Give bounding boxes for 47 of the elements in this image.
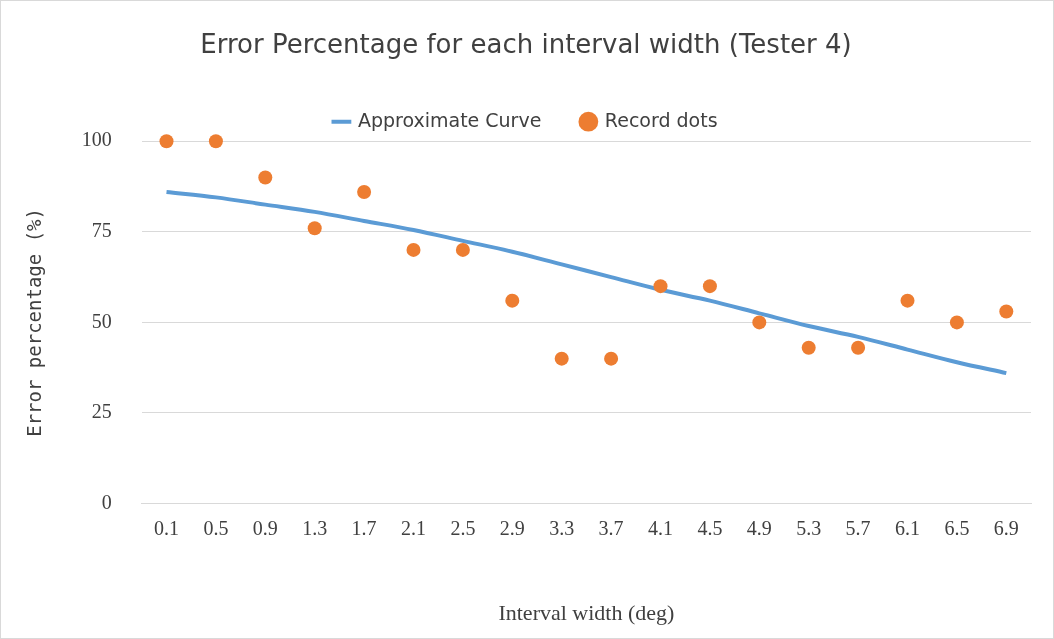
y-tick-label: 75 bbox=[91, 219, 112, 242]
x-tick-label: 6.5 bbox=[944, 516, 970, 539]
x-tick-label: 3.7 bbox=[598, 516, 624, 539]
point bbox=[159, 134, 174, 149]
point bbox=[406, 242, 421, 257]
point bbox=[455, 242, 470, 257]
line-series bbox=[164, 189, 1009, 376]
point bbox=[949, 315, 964, 330]
x-tick-label: 0.9 bbox=[252, 516, 278, 539]
x-tick-label: 6.1 bbox=[895, 516, 920, 539]
y-tick-label: 0 bbox=[101, 490, 112, 513]
x-tick-label: 4.9 bbox=[746, 516, 772, 539]
x-tick-label: 3.3 bbox=[549, 516, 575, 539]
x-tick-label: 6.9 bbox=[993, 516, 1019, 539]
point bbox=[307, 221, 322, 236]
legend-label: Approximate Curve bbox=[357, 108, 542, 131]
point bbox=[900, 293, 915, 308]
x-tick-label: 2.5 bbox=[450, 516, 476, 539]
point bbox=[752, 315, 767, 330]
chart-title: Error Percentage for each interval width (Tester 4) bbox=[200, 29, 852, 60]
x-tick-label: 0.1 bbox=[154, 516, 179, 539]
point bbox=[357, 184, 372, 199]
x-axis-title: Interval width (deg) bbox=[498, 599, 675, 625]
x-tick-label: 2.1 bbox=[401, 516, 426, 539]
point bbox=[653, 279, 668, 294]
point bbox=[702, 279, 717, 294]
x-tick-label: 1.3 bbox=[302, 516, 328, 539]
legend-label: Record dots bbox=[604, 108, 718, 131]
y-tick-label: 100 bbox=[81, 128, 112, 151]
point bbox=[604, 351, 619, 366]
y-tick-label: 50 bbox=[91, 309, 112, 332]
x-tick-label: 1.7 bbox=[351, 516, 377, 539]
point bbox=[851, 340, 866, 355]
x-tick-label: 4.5 bbox=[697, 516, 723, 539]
x-tick-label: 5.3 bbox=[796, 516, 822, 539]
point bbox=[258, 170, 273, 185]
x-tick-label: 5.7 bbox=[845, 516, 871, 539]
x-tick-label: 0.5 bbox=[203, 516, 229, 539]
x-tick-label: 4.1 bbox=[648, 516, 673, 539]
point bbox=[208, 134, 223, 149]
point bbox=[999, 304, 1014, 319]
x-tick-label: 2.9 bbox=[499, 516, 525, 539]
y-axis-title: Error percentage (%) bbox=[23, 208, 46, 437]
point bbox=[505, 293, 520, 308]
point bbox=[554, 351, 569, 366]
point bbox=[801, 340, 816, 355]
y-tick-label: 25 bbox=[91, 400, 112, 423]
